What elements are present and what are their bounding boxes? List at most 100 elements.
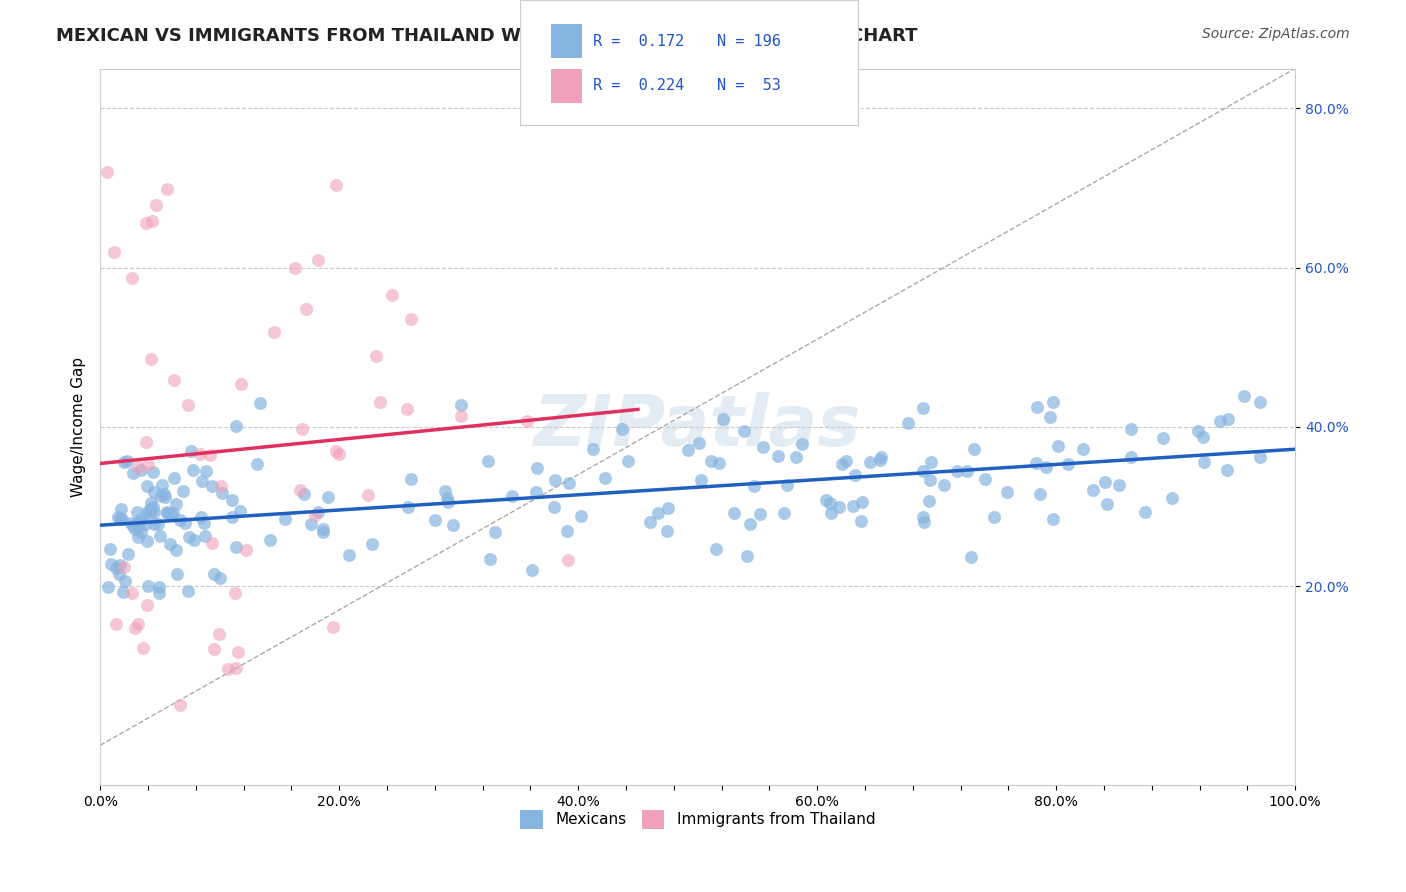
Point xyxy=(818,496,841,510)
Point xyxy=(1208,414,1230,428)
Point xyxy=(543,500,565,515)
Point xyxy=(526,461,548,475)
Point xyxy=(124,621,146,635)
Point xyxy=(1035,459,1057,474)
Point xyxy=(128,519,150,533)
Point xyxy=(124,523,146,537)
Point xyxy=(217,661,239,675)
Point xyxy=(135,505,157,519)
Point xyxy=(263,325,285,339)
Point xyxy=(478,552,501,566)
Point xyxy=(98,541,121,556)
Point xyxy=(557,553,579,567)
Point xyxy=(166,566,188,581)
Point xyxy=(610,422,633,436)
Point xyxy=(111,585,134,599)
Point xyxy=(110,502,132,516)
Text: R =  0.172: R = 0.172 xyxy=(593,34,685,48)
Point xyxy=(814,493,837,508)
Point xyxy=(974,472,997,486)
Point xyxy=(516,415,538,429)
Point xyxy=(357,488,380,502)
Point xyxy=(156,505,179,519)
Point xyxy=(733,424,755,438)
Point xyxy=(103,245,125,260)
Point xyxy=(918,473,941,487)
Point xyxy=(177,398,200,412)
Point xyxy=(441,517,464,532)
Point xyxy=(450,409,472,423)
Point xyxy=(174,516,197,530)
Point xyxy=(1094,475,1116,489)
Point xyxy=(129,463,152,477)
Point xyxy=(117,453,139,467)
Point xyxy=(396,500,419,514)
Text: ZIPatlas: ZIPatlas xyxy=(534,392,862,461)
Point xyxy=(997,485,1019,500)
Point xyxy=(156,182,179,196)
Point xyxy=(1095,497,1118,511)
Point xyxy=(221,493,243,508)
Point xyxy=(1119,450,1142,465)
Point xyxy=(136,458,159,472)
Point xyxy=(1108,478,1130,492)
Point xyxy=(159,508,181,522)
Y-axis label: Wage/Income Gap: Wage/Income Gap xyxy=(72,357,86,497)
Point xyxy=(112,560,135,574)
Point xyxy=(188,447,211,461)
Point xyxy=(312,524,335,539)
Point xyxy=(201,536,224,550)
Point xyxy=(851,495,873,509)
Point xyxy=(752,440,775,454)
Point xyxy=(120,516,142,531)
Point xyxy=(139,351,162,366)
Point xyxy=(105,617,128,632)
Point xyxy=(100,558,122,572)
Point xyxy=(707,456,730,470)
Point xyxy=(1029,487,1052,501)
Point xyxy=(735,549,758,563)
Point xyxy=(484,524,506,539)
Point xyxy=(364,349,387,363)
Point xyxy=(194,464,217,478)
Point xyxy=(399,472,422,486)
Point xyxy=(911,401,934,415)
Point xyxy=(148,586,170,600)
Point xyxy=(1039,409,1062,424)
Point xyxy=(225,540,247,554)
Point xyxy=(859,455,882,469)
Point xyxy=(104,560,127,574)
Point xyxy=(141,214,163,228)
Point xyxy=(1152,432,1174,446)
Point xyxy=(112,455,135,469)
Point xyxy=(209,479,232,493)
Text: N = 196: N = 196 xyxy=(717,34,780,48)
Point xyxy=(450,398,472,412)
Point xyxy=(121,270,143,285)
Point xyxy=(139,501,162,516)
Point xyxy=(544,473,567,487)
Point xyxy=(225,418,247,433)
Point xyxy=(841,499,863,513)
Point xyxy=(162,507,184,521)
Point xyxy=(155,490,177,504)
Point xyxy=(143,485,166,500)
Point xyxy=(399,312,422,326)
Point xyxy=(1133,505,1156,519)
Point xyxy=(288,483,311,497)
Point xyxy=(117,547,139,561)
Point xyxy=(912,515,935,529)
Point xyxy=(299,516,322,531)
Point xyxy=(122,466,145,480)
Point xyxy=(229,377,252,392)
Point xyxy=(1160,491,1182,505)
Point xyxy=(307,252,329,267)
Point xyxy=(711,411,734,425)
Point xyxy=(127,617,149,632)
Point xyxy=(1056,457,1078,471)
Point xyxy=(918,493,941,508)
Point xyxy=(1119,422,1142,436)
Point xyxy=(221,510,243,524)
Point xyxy=(1233,389,1256,403)
Point xyxy=(706,541,728,556)
